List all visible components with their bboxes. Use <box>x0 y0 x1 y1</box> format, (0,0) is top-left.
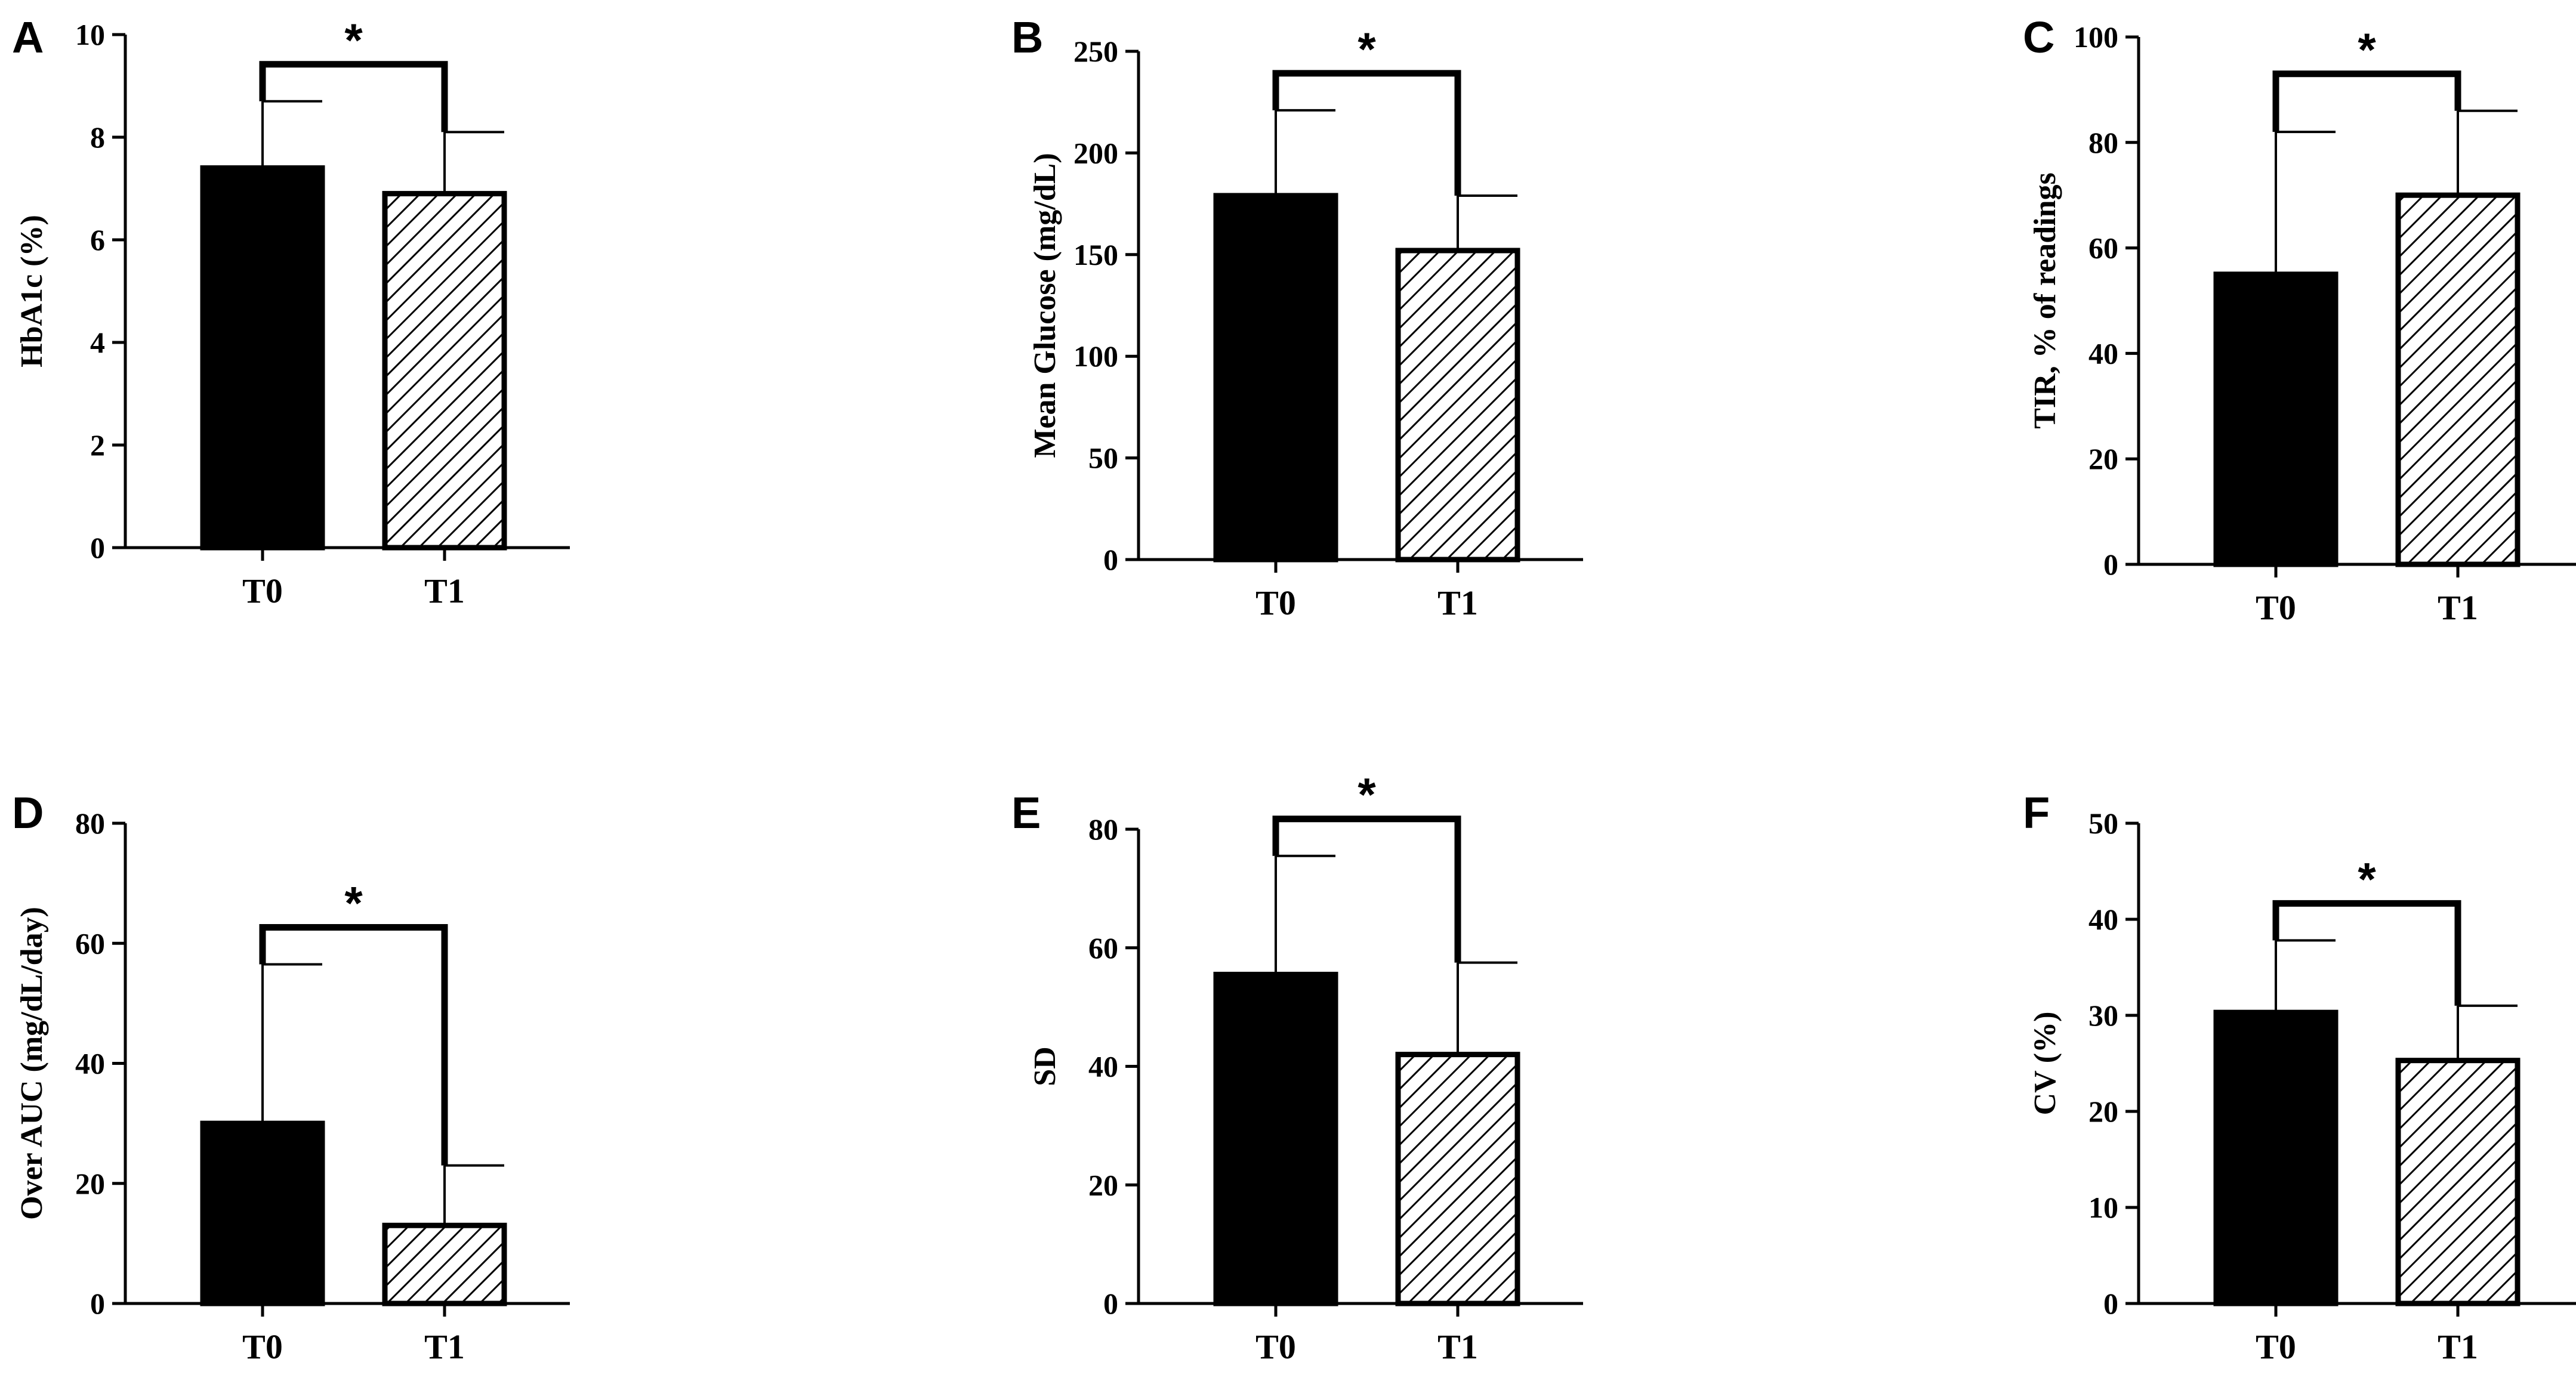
y-tick-label: 60 <box>1088 931 1118 965</box>
bar-t1 <box>1395 248 1520 563</box>
bar-t0 <box>1213 971 1338 1306</box>
y-tick-label: 2 <box>90 428 105 462</box>
panel-letter: D <box>12 788 44 838</box>
chart-panel-f: F 0 10 20 30 40 50 CV (%) T0 T1 * <box>2023 788 2576 1366</box>
y-tick-label: 40 <box>75 1047 105 1080</box>
y-axis-title: Mean Glucose (mg/dL) <box>1028 153 1062 458</box>
y-tick-label: 60 <box>2088 231 2118 265</box>
x-category-label: T1 <box>2438 1327 2478 1366</box>
y-tick-label: 0 <box>90 531 105 564</box>
y-tick-label: 40 <box>2088 903 2118 936</box>
y-tick-label: 0 <box>2103 548 2118 581</box>
y-tick-label: 40 <box>1088 1050 1118 1083</box>
y-tick-label: 0 <box>1103 543 1118 576</box>
x-category-label: T0 <box>1255 583 1296 622</box>
y-tick-label: 150 <box>1073 238 1118 271</box>
panel-letter: E <box>1011 788 1041 838</box>
significance-marker: * <box>1358 768 1376 821</box>
chart-panel-d: D 0 20 40 60 80 Over AUC (mg/dL/day) T0 T1 * <box>12 788 570 1366</box>
chart-panel-b: B 0 50 100 150 200 250 Mean Glucose (mg/dL) T0 T1… <box>1011 13 1583 622</box>
y-tick-label: 20 <box>2088 1095 2118 1128</box>
y-tick-label: 20 <box>2088 442 2118 475</box>
y-tick-label: 250 <box>1073 35 1118 68</box>
bar-t0 <box>200 1120 325 1306</box>
x-category-label: T0 <box>242 572 283 610</box>
y-tick-label: 100 <box>1073 339 1118 373</box>
y-tick-label: 4 <box>90 326 105 359</box>
x-category-label: T1 <box>2438 588 2478 627</box>
panel-letter: A <box>12 13 44 62</box>
significance-bracket <box>259 61 448 132</box>
significance-marker: * <box>2358 23 2376 76</box>
x-category-label: T1 <box>424 572 465 610</box>
bar-t0 <box>200 165 325 551</box>
significance-marker: * <box>2358 852 2376 905</box>
y-tick-label: 30 <box>2088 999 2118 1032</box>
bar-t1 <box>2395 192 2521 567</box>
y-axis-title: CV (%) <box>2028 1012 2062 1116</box>
y-tick-label: 50 <box>2088 807 2118 840</box>
y-tick-label: 20 <box>75 1167 105 1200</box>
significance-bracket <box>259 923 448 1166</box>
y-tick-label: 100 <box>2074 20 2118 54</box>
x-category-label: T1 <box>1437 1327 1478 1366</box>
y-tick-label: 6 <box>90 223 105 257</box>
y-tick-label: 80 <box>75 807 105 840</box>
x-category-label: T0 <box>242 1327 283 1366</box>
y-tick-label: 200 <box>1073 136 1118 169</box>
chart-panel-a: A 0 2 4 6 8 10 HbA1c (%) T0 T1 * <box>12 13 570 610</box>
y-tick-label: 10 <box>75 18 105 51</box>
y-axis-title: Over AUC (mg/dL/day) <box>15 907 49 1220</box>
bar-t0 <box>1213 193 1338 563</box>
x-category-label: T0 <box>2256 588 2296 627</box>
y-tick-label: 10 <box>2088 1191 2118 1224</box>
y-tick-label: 50 <box>1088 441 1118 475</box>
y-axis-title: SD <box>1028 1046 1062 1086</box>
panel-letter: F <box>2023 788 2050 838</box>
significance-bracket <box>1272 70 1461 196</box>
bar-t1 <box>382 1222 507 1306</box>
panel-letter: C <box>2023 13 2054 62</box>
chart-panel-e: E 0 20 40 60 80 SD T0 T1 * <box>1011 768 1583 1366</box>
y-tick-label: 20 <box>1088 1168 1118 1201</box>
significance-marker: * <box>344 14 363 66</box>
bar-t0 <box>2213 1009 2339 1306</box>
significance-marker: * <box>344 876 363 929</box>
significance-bracket <box>2272 900 2461 1006</box>
bar-t1 <box>2395 1058 2521 1306</box>
bar-t1 <box>382 191 507 551</box>
bar-t0 <box>2213 271 2339 567</box>
y-tick-label: 40 <box>2088 336 2118 370</box>
y-tick-label: 80 <box>2088 126 2118 159</box>
y-tick-label: 0 <box>2103 1287 2118 1320</box>
significance-bracket <box>2272 70 2461 132</box>
y-tick-label: 0 <box>90 1287 105 1320</box>
y-tick-label: 0 <box>1103 1287 1118 1320</box>
panel-letter: B <box>1011 13 1043 62</box>
x-category-label: T1 <box>1437 583 1478 622</box>
x-category-label: T0 <box>1255 1327 1296 1366</box>
y-axis-title: TIR, % of readings <box>2028 172 2062 429</box>
significance-marker: * <box>1358 23 1376 75</box>
y-axis-title: HbA1c (%) <box>15 215 49 367</box>
significance-bracket <box>1272 815 1461 963</box>
x-category-label: T1 <box>424 1327 465 1366</box>
x-category-label: T0 <box>2256 1327 2296 1366</box>
y-tick-label: 80 <box>1088 813 1118 846</box>
y-tick-label: 60 <box>75 926 105 960</box>
y-tick-label: 8 <box>90 121 105 154</box>
bar-t1 <box>1395 1052 1520 1306</box>
chart-panel-c: C 0 20 40 60 80 100 TIR, % of readings T0 T1 * <box>2023 13 2576 627</box>
